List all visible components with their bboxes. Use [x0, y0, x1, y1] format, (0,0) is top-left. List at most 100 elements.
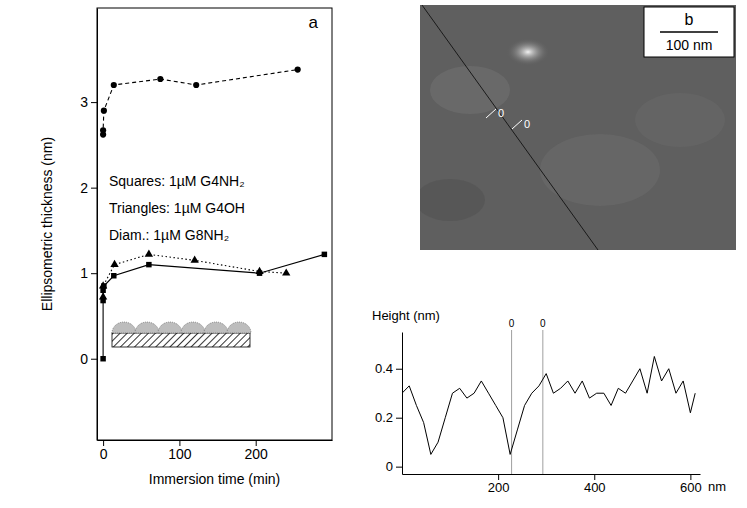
- tick-mark: [690, 474, 691, 480]
- dendrimer: [181, 322, 205, 333]
- afm-feature: [506, 38, 550, 66]
- marker-triangle: [99, 281, 107, 288]
- tick-label: 2: [80, 180, 88, 196]
- inset-schematic: [112, 322, 251, 347]
- tick: 200: [488, 474, 510, 495]
- panel-a: 0 100 200 0 1 2 3 Immersion time (min) Ellipsome…: [39, 8, 333, 487]
- tick-label: 0.4: [375, 361, 393, 376]
- marker-circle: [157, 76, 163, 82]
- marker-circle: [100, 127, 106, 133]
- axis-line: [98, 440, 333, 441]
- annotation: Diam.: 1µM G8NH₂: [109, 227, 229, 243]
- marker-triangle: [110, 260, 118, 267]
- tick: 0.4: [375, 361, 402, 376]
- afm-texture: [420, 179, 485, 221]
- scale-box: [644, 7, 734, 57]
- profile-trace: [402, 356, 695, 454]
- series-line: [103, 254, 324, 358]
- tick-label: 200: [488, 480, 510, 495]
- marker-square: [101, 283, 106, 288]
- x-axis-title: nm: [708, 479, 726, 494]
- y-axis-title: Ellipsometric thickness (nm): [39, 137, 55, 311]
- tick-label: 0: [386, 459, 393, 474]
- profile-cursor: [512, 120, 522, 129]
- axis-line: [403, 474, 701, 475]
- tick-mark: [396, 369, 402, 370]
- tick-mark: [91, 359, 97, 360]
- marker-square: [111, 273, 116, 278]
- tick: 600: [680, 474, 702, 495]
- x-axis-title: Immersion time (min): [149, 471, 280, 487]
- tick-label: 0.2: [375, 410, 393, 425]
- plot-marks: [99, 67, 327, 362]
- cursor-label: 0: [524, 118, 530, 130]
- tick: 3: [80, 94, 97, 110]
- plot-frame: [97, 8, 332, 440]
- substrate: [112, 333, 250, 347]
- tick-label: 600: [680, 480, 702, 495]
- x-axis: 200 400 600: [403, 474, 702, 495]
- marker-square: [100, 298, 105, 303]
- tick: 0: [386, 459, 402, 474]
- marker-square: [257, 270, 262, 275]
- dendrimer: [227, 322, 251, 333]
- marker-triangle: [145, 250, 153, 257]
- tick: 0: [80, 351, 97, 367]
- tick-label: 0: [100, 446, 108, 462]
- tick-label: 1: [80, 265, 88, 281]
- tick-label: 200: [245, 446, 269, 462]
- cursor-label: 0: [498, 107, 504, 119]
- marker-circle: [193, 82, 199, 88]
- tick: 100: [168, 440, 192, 462]
- tick-mark: [91, 102, 97, 103]
- scale-label: 100 nm: [666, 37, 713, 53]
- annotation: Squares: 1µM G4NH₂: [109, 173, 245, 189]
- tick: 0.2: [375, 410, 402, 425]
- dendrimer: [112, 322, 136, 333]
- marker-circle: [101, 108, 107, 114]
- marker-square: [322, 252, 327, 257]
- marker-square: [146, 262, 151, 267]
- tick-mark: [396, 418, 402, 419]
- axis-line: [97, 9, 98, 441]
- tick: 400: [584, 474, 606, 495]
- tick-mark: [91, 273, 97, 274]
- marker-circle: [111, 82, 117, 88]
- afm-texture: [635, 93, 725, 147]
- cursor-label: 0: [540, 318, 546, 329]
- profile-line: [422, 5, 598, 250]
- panel-label: b: [685, 11, 694, 28]
- y-axis-title: Height (nm): [372, 308, 440, 323]
- tick-mark: [91, 188, 97, 189]
- tick-mark: [396, 467, 402, 468]
- tick-label: 100: [168, 446, 192, 462]
- profile-cursor: [486, 109, 496, 118]
- panel-profile: 200 400 600 0 0.2 0.4 nm Height (nm) 0 0: [372, 308, 726, 495]
- tick-label: 3: [80, 94, 88, 110]
- tick: 200: [245, 440, 269, 462]
- tick-mark: [594, 474, 595, 480]
- cursor-line: [542, 330, 543, 474]
- x-axis: 0 100 200: [98, 440, 333, 462]
- y-axis: 0 0.2 0.4: [375, 333, 403, 475]
- tick-label: 0: [80, 351, 88, 367]
- tick-mark: [498, 474, 499, 480]
- marker-square: [100, 356, 105, 361]
- marker-triangle: [282, 268, 290, 275]
- tick-label: 400: [584, 480, 606, 495]
- series-line: [103, 70, 298, 135]
- annotation: Triangles: 1µM G4OH: [109, 200, 245, 216]
- dendrimer: [158, 322, 182, 333]
- tick: 1: [80, 265, 97, 281]
- tick: 0: [100, 440, 108, 462]
- scale-bar: [660, 31, 718, 33]
- dendrimer: [204, 322, 228, 333]
- series-line: [103, 254, 286, 297]
- y-axis: 0 1 2 3: [80, 9, 97, 441]
- afm-texture: [540, 134, 660, 206]
- panel-b-image: 0 0 b 100 nm: [415, 5, 736, 250]
- cursor-label: 0: [509, 318, 515, 329]
- marker-circle: [295, 67, 301, 73]
- tick: 2: [80, 180, 97, 196]
- figure: 0 100 200 0 1 2 3 Immersion time (min) Ellipsome…: [0, 0, 747, 508]
